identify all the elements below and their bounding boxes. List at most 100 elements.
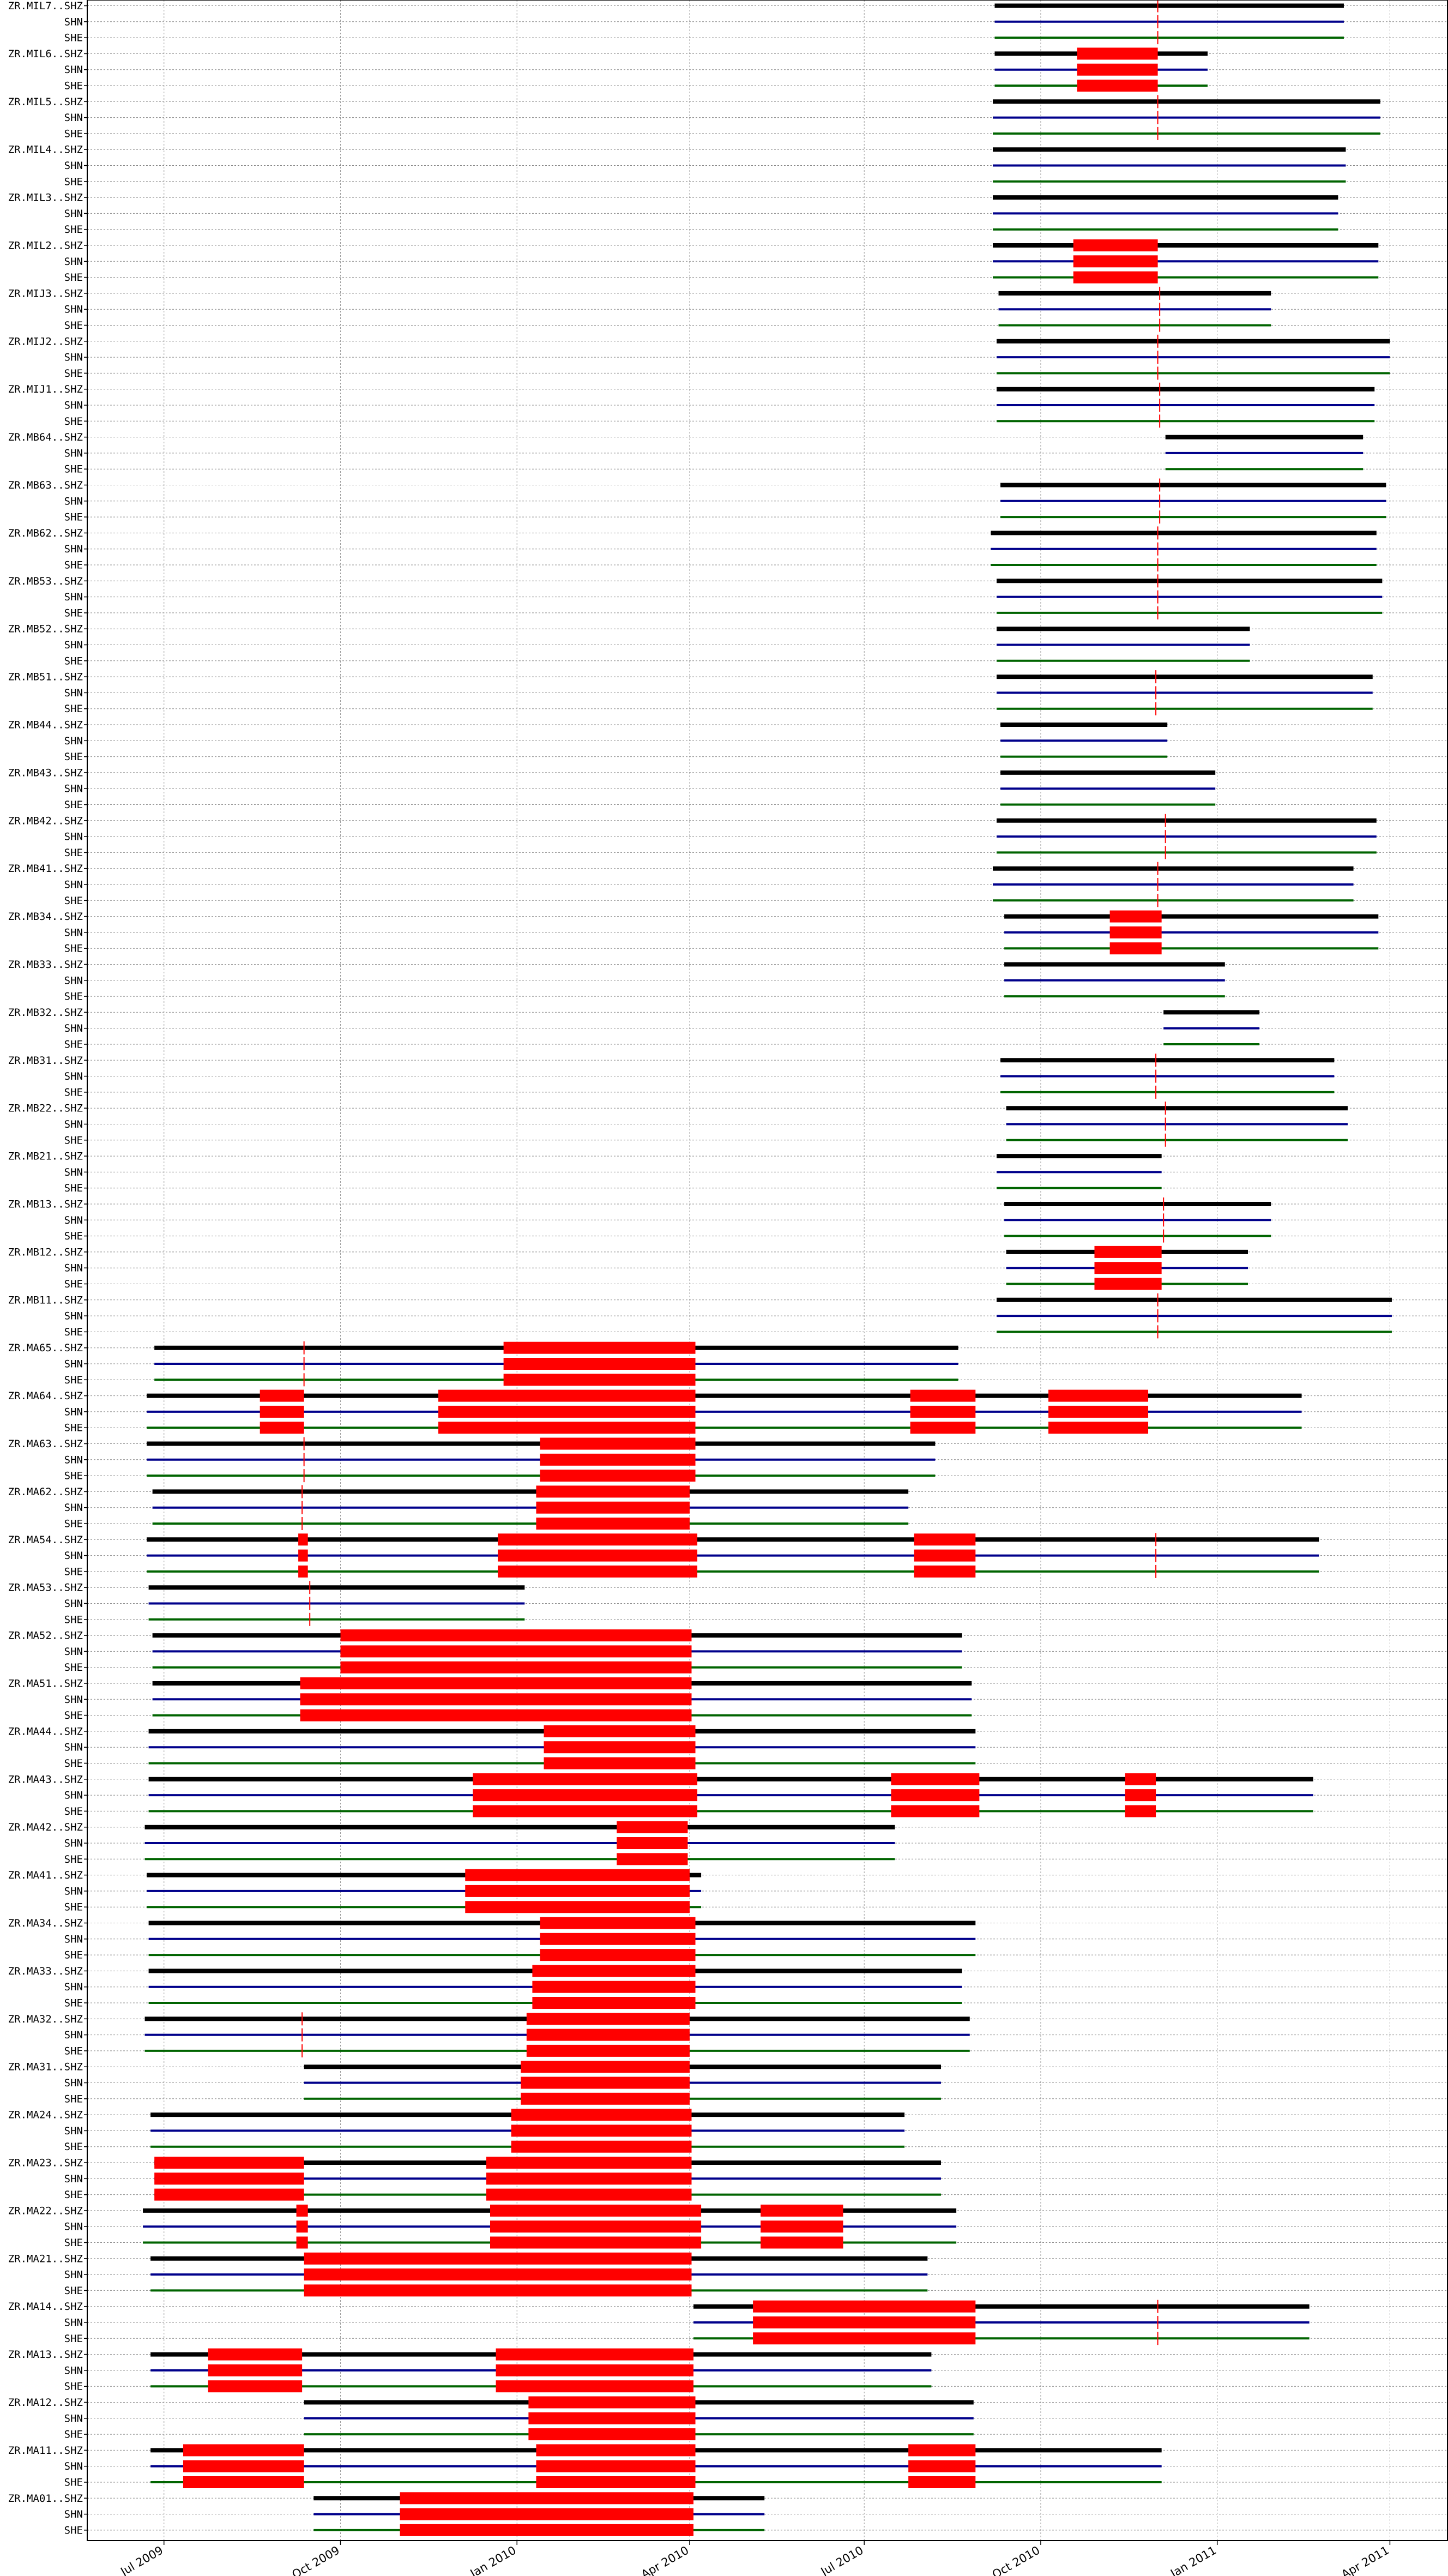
gap-box (1073, 255, 1158, 268)
gap-box (486, 2188, 692, 2201)
gap-box (536, 2444, 696, 2457)
y-tick-label: ZR.MA32..SHZ (8, 2013, 83, 2025)
y-tick-label: ZR.MA33..SHZ (8, 1965, 83, 1977)
y-tick-label: SHN (64, 2460, 83, 2472)
y-tick-label: SHN (64, 1070, 83, 1082)
y-tick-label: SHN (64, 2317, 83, 2329)
gap-box (528, 2412, 696, 2424)
gap-box (910, 1405, 976, 1418)
y-tick-label: SHE (64, 655, 83, 667)
y-tick-label: SHN (64, 2029, 83, 2041)
y-tick-label: SHN (64, 2508, 83, 2520)
y-tick-label: ZR.MA11..SHZ (8, 2445, 83, 2457)
y-tick-label: ZR.MA53..SHZ (8, 1582, 83, 1594)
gap-box (304, 2284, 692, 2297)
y-tick-label: SHE (64, 559, 83, 571)
y-tick-label: SHE (64, 32, 83, 44)
y-tick-label: SHN (64, 304, 83, 316)
y-tick-label: SHE (64, 1278, 83, 1290)
y-tick-label: SHN (64, 1214, 83, 1226)
y-tick-label: SHN (64, 1358, 83, 1370)
y-tick-label: SHE (64, 1518, 83, 1530)
gap-box (532, 1997, 696, 2009)
y-tick-label: ZR.MB41..SHZ (8, 863, 83, 875)
gap-box (761, 2236, 843, 2249)
x-axis-labels: Jul 2009 Oct 2009 Jan 2010 Apr 2010 Jul 2010… (118, 2541, 1391, 2576)
gap-box (300, 1693, 692, 1706)
gap-box (1073, 239, 1158, 251)
gap-box (617, 1853, 688, 1865)
gap-box (536, 1518, 690, 1530)
y-tick-label: SHE (64, 2189, 83, 2201)
y-tick-label: ZR.MIL4..SHZ (8, 144, 83, 156)
y-tick-label: SHN (64, 256, 83, 268)
y-tick-label: SHN (64, 687, 83, 699)
y-tick-label: ZR.MIJ2..SHZ (8, 335, 83, 347)
y-tick-label: SHN (64, 1838, 83, 1850)
gap-box (183, 2460, 304, 2472)
y-tick-label: SHE (64, 2381, 83, 2393)
y-tick-label: SHE (64, 1086, 83, 1098)
gap-box (511, 2109, 692, 2121)
data-bars (143, 0, 1392, 2536)
y-tick-label: SHN (64, 2364, 83, 2376)
gap-box (528, 2396, 696, 2409)
y-tick-label: ZR.MB42..SHZ (8, 815, 83, 827)
y-tick-label: SHE (64, 2429, 83, 2441)
y-tick-label: SHN (64, 2173, 83, 2185)
gap-box (503, 1374, 696, 1386)
y-tick-label: SHN (64, 2221, 83, 2233)
y-tick-label: SHN (64, 1550, 83, 1562)
gap-box (1094, 1278, 1162, 1290)
y-tick-label: SHE (64, 2237, 83, 2249)
y-tick-label: ZR.MIL3..SHZ (8, 192, 83, 204)
gap-box (154, 2172, 304, 2185)
y-tick-label: SHE (64, 1614, 83, 1626)
gap-box (154, 2157, 304, 2169)
y-tick-label: SHN (64, 2412, 83, 2424)
y-tick-label: SHN (64, 2077, 83, 2089)
y-tick-label: ZR.MB51..SHZ (8, 671, 83, 683)
y-tick-label: SHE (64, 847, 83, 859)
gap-box (400, 2508, 694, 2520)
gap-box (536, 1501, 690, 1514)
gap-box (540, 1453, 696, 1466)
y-tick-label: SHN (64, 1981, 83, 1993)
gap-box (438, 1422, 696, 1434)
x-tick-label: Jan 2010 (467, 2544, 518, 2576)
y-tick-label: SHN (64, 1502, 83, 1514)
gap-box (910, 1422, 976, 1434)
y-tick-label: ZR.MA21..SHZ (8, 2253, 83, 2265)
gap-box (1094, 1262, 1162, 1274)
gap-box (544, 1725, 696, 1737)
y-tick-label: ZR.MA54..SHZ (8, 1534, 83, 1546)
y-tick-label: SHE (64, 1710, 83, 1722)
y-tick-label: SHE (64, 799, 83, 811)
y-tick-label: SHN (64, 1262, 83, 1274)
y-tick-label: SHN (64, 1406, 83, 1418)
y-tick-label: SHN (64, 735, 83, 747)
gap-box (340, 1661, 692, 1674)
gap-box (540, 1933, 696, 1945)
y-tick-label: SHE (64, 2285, 83, 2297)
gap-box (891, 1773, 980, 1785)
gap-box (465, 1885, 690, 1897)
y-tick-label: ZR.MA51..SHZ (8, 1678, 83, 1690)
y-tick-label: SHE (64, 2093, 83, 2105)
y-tick-label: SHN (64, 160, 83, 172)
y-tick-label: ZR.MB43..SHZ (8, 767, 83, 779)
gap-box (1077, 63, 1158, 76)
y-tick-label: SHN (64, 495, 83, 507)
gap-box (183, 2476, 304, 2488)
gap-box (1048, 1405, 1149, 1418)
y-tick-label: SHN (64, 1454, 83, 1466)
y-tick-label: SHE (64, 320, 83, 332)
y-tick-label: SHN (64, 926, 83, 938)
y-tick-label: ZR.MA12..SHZ (8, 2397, 83, 2409)
plot-frame (87, 0, 1448, 2541)
y-tick-label: SHE (64, 2333, 83, 2345)
gap-box (526, 2029, 690, 2041)
y-tick-label: ZR.MIJ3..SHZ (8, 287, 83, 299)
gap-box (1048, 1389, 1149, 1402)
